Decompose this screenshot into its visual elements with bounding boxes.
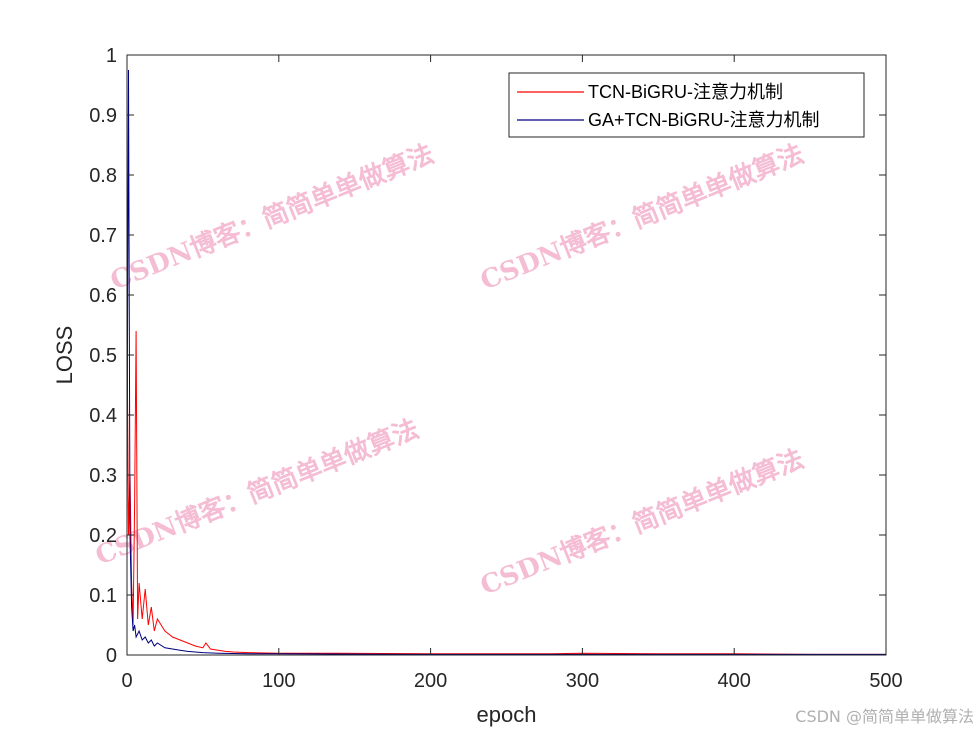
- x-tick-label: 100: [262, 670, 295, 692]
- legend-label-1: TCN-BiGRU-注意力机制: [588, 82, 783, 102]
- x-tick-label: 300: [566, 670, 599, 692]
- watermark-3: CSDN博客：简简单单做算法: [91, 413, 423, 571]
- x-tick-label: 400: [718, 670, 751, 692]
- y-tick-label: 0.8: [89, 165, 117, 187]
- x-tick-label: 0: [121, 670, 132, 692]
- x-axis-label: epoch: [477, 702, 537, 727]
- legend-label-2: GA+TCN-BiGRU-注意力机制: [588, 110, 820, 130]
- y-tick-label: 1: [106, 45, 117, 67]
- y-tick-label: 0.4: [89, 405, 117, 427]
- y-axis-label: LOSS: [52, 326, 77, 385]
- watermarks: CSDN博客：简简单单做算法 CSDN博客：简简单单做算法 CSDN博客：简简单…: [91, 138, 808, 601]
- legend-box: [508, 72, 865, 138]
- legend: TCN-BiGRU-注意力机制 GA+TCN-BiGRU-注意力机制: [508, 72, 865, 138]
- plot-area: [126, 69, 886, 655]
- y-tick-label: 0.6: [89, 285, 117, 307]
- credit-text: CSDN @简简单单做算法: [795, 707, 974, 726]
- y-tick-label: 0.9: [89, 105, 117, 127]
- y-tick-label: 0.5: [89, 345, 117, 367]
- y-tick-label: 0: [106, 645, 117, 667]
- watermark-4: CSDN博客：简简单单做算法: [476, 443, 808, 601]
- y-tick-label: 0.2: [89, 525, 117, 547]
- y-tick-label: 0.3: [89, 465, 117, 487]
- watermark-2: CSDN博客：简简单单做算法: [476, 138, 808, 296]
- y-tick-label: 0.7: [89, 225, 117, 247]
- y-tick-label: 0.1: [89, 585, 117, 607]
- axes: 0 100 200 300 400 500 0 0.1 0.2 0.3 0.4 0.5 0.6 0.7 0.…: [89, 45, 903, 692]
- x-tick-label: 200: [414, 670, 447, 692]
- series-line-1: [126, 324, 886, 655]
- series-line-2: [126, 69, 886, 655]
- watermark-1: CSDN博客：简简单单做算法: [106, 138, 438, 296]
- x-tick-label: 500: [869, 670, 902, 692]
